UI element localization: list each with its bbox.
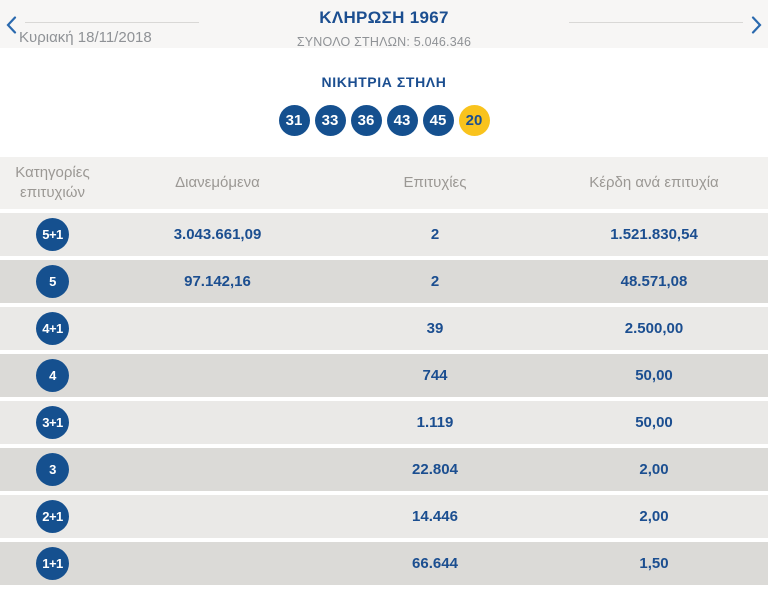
category-badge: 5+1 [36,218,69,251]
prize-value: 50,00 [635,367,673,384]
table-row: 4+1 39 2.500,00 [0,307,768,350]
chevron-left-icon [6,16,17,37]
winning-number-ball: 33 [314,105,346,136]
next-draw-zone [509,6,749,23]
prize-value: 2,00 [639,508,669,525]
category-badge: 3 [36,453,69,486]
category-badge: 4 [36,359,69,392]
prize-value: 2,00 [639,461,669,478]
prize-table-body: 5+1 3.043.661,09 2 1.521.830,54 5 97.142… [0,213,768,585]
winners-value: 14.446 [412,508,458,525]
table-row: 5+1 3.043.661,09 2 1.521.830,54 [0,213,768,256]
total-columns-label: ΣΥΝΟΛΟ ΣΤΗΛΩΝ: 5.046.346 [296,35,472,49]
winners-value: 66.644 [412,555,458,572]
table-row: 3+1 1.119 50,00 [0,401,768,444]
prize-value: 2.500,00 [624,320,684,337]
winners-value: 1.119 [416,414,454,431]
previous-draw-button[interactable] [4,14,19,36]
winning-column-heading: ΝΙΚΗΤΡΙΑ ΣΤΗΛΗ [321,74,447,90]
table-row: 1+1 66.644 1,50 [0,542,768,585]
divider-line [569,22,743,23]
draw-date: Κυριακή 18/11/2018 [19,29,152,46]
winners-value: 2 [430,273,440,290]
winning-numbers: 31 33 36 43 45 20 [0,105,768,136]
category-badge: 3+1 [36,406,69,439]
winning-number-ball: 36 [350,105,382,136]
winning-number-ball: 31 [278,105,310,136]
category-badge: 1+1 [36,547,69,580]
table-row: 3 22.804 2,00 [0,448,768,491]
header-prize-per-win: Κέρδη ανά επιτυχία [589,174,719,191]
next-draw-button[interactable] [749,14,764,36]
header-distributed: Διανεμόμενα [175,174,260,191]
prize-value: 48.571,08 [620,273,688,290]
winners-value: 39 [426,320,444,337]
table-row: 5 97.142,16 2 48.571,08 [0,260,768,303]
prize-value: 1.521.830,54 [610,226,698,243]
category-badge: 5 [36,265,69,298]
winning-number-ball: 43 [386,105,418,136]
winners-value: 2 [430,226,440,243]
winning-number-ball: 45 [422,105,454,136]
previous-draw-zone: Κυριακή 18/11/2018 [19,6,259,46]
category-badge: 4+1 [36,312,69,345]
prize-table: Κατηγορίες επιτυχιών Διανεμόμενα Επιτυχί… [0,157,768,585]
winners-value: 744 [422,367,448,384]
category-badge: 2+1 [36,500,69,533]
winning-column-section: ΝΙΚΗΤΡΙΑ ΣΤΗΛΗ 31 33 36 43 45 20 [0,74,768,136]
prize-table-header: Κατηγορίες επιτυχιών Διανεμόμενα Επιτυχί… [0,157,768,209]
prize-value: 50,00 [635,414,673,431]
divider-line [25,22,199,23]
header-winners: Επιτυχίες [403,174,467,191]
prize-value: 1,50 [639,555,669,572]
chevron-right-icon [751,16,762,37]
draw-title: ΚΛΗΡΩΣΗ 1967 [319,8,449,27]
draw-navigation-bar: Κυριακή 18/11/2018 ΚΛΗΡΩΣΗ 1967 ΣΥΝΟΛΟ Σ… [0,0,768,49]
distributed-value: 97.142,16 [184,273,251,290]
table-row: 4 744 50,00 [0,354,768,397]
header-category: Κατηγορίες επιτυχιών [15,164,90,201]
table-row: 2+1 14.446 2,00 [0,495,768,538]
winners-value: 22.804 [412,461,458,478]
draw-header: ΚΛΗΡΩΣΗ 1967 ΣΥΝΟΛΟ ΣΤΗΛΩΝ: 5.046.346 [259,6,509,49]
joker-number-ball: 20 [458,105,490,136]
distributed-value: 3.043.661,09 [173,226,262,243]
